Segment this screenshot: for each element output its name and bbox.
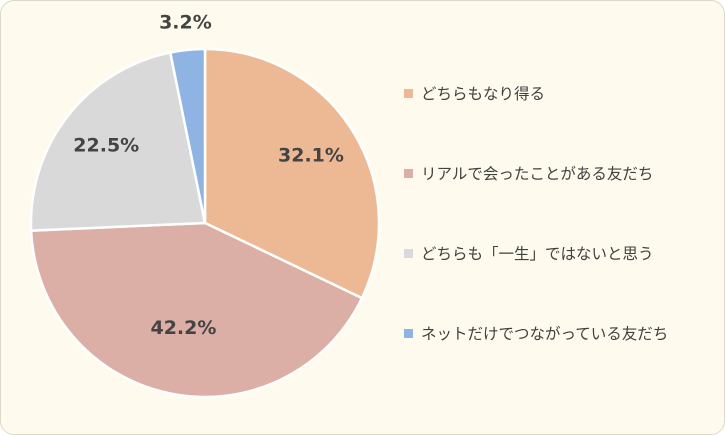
slice-both-possible (203, 47, 381, 300)
legend-swatch (404, 88, 413, 98)
label-online-friend: 3.2% (159, 12, 212, 34)
slice-neither-lifelong (29, 51, 207, 232)
slice-online-friend (168, 47, 207, 224)
legend-item-both-possible: どちらもなり得る (404, 82, 545, 104)
legend-swatch (404, 248, 413, 258)
legend-label: どちらもなり得る (421, 85, 546, 103)
label-both-possible: 32.1% (278, 145, 344, 167)
legend-swatch (404, 168, 413, 178)
legend-item-online-friend: ネットだけでつながっている友だち (404, 322, 668, 344)
label-neither-lifelong: 22.5% (73, 134, 139, 156)
legend-item-neither-lifelong: どちらも「一生」ではないと思う (404, 242, 654, 264)
legend-swatch (404, 328, 413, 338)
legend-label: ネットだけでつながっている友だち (421, 325, 669, 343)
legend-label: リアルで会ったことがある友だち (421, 165, 654, 183)
slice-real-friend (29, 221, 364, 399)
legend-item-real-friend: リアルで会ったことがある友だち (404, 162, 653, 184)
legend-label: どちらも「一生」ではないと思う (421, 245, 654, 263)
label-real-friend: 42.2% (150, 317, 216, 339)
